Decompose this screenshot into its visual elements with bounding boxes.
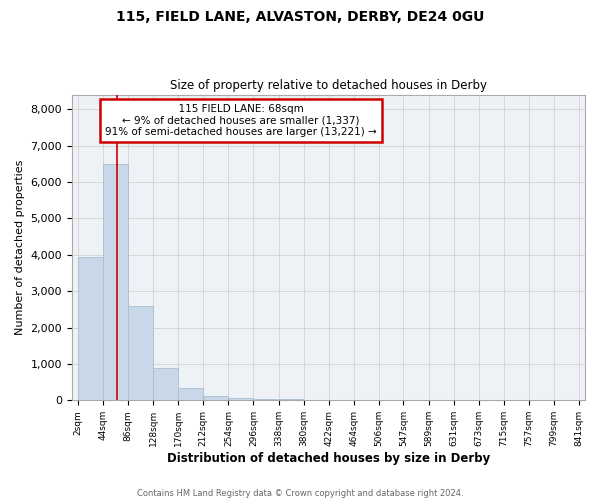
Text: 115 FIELD LANE: 68sqm  
← 9% of detached houses are smaller (1,337)
91% of semi-: 115 FIELD LANE: 68sqm ← 9% of detached h… [106, 104, 377, 137]
Bar [103, 164, 128, 400]
Text: 115, FIELD LANE, ALVASTON, DERBY, DE24 0GU: 115, FIELD LANE, ALVASTON, DERBY, DE24 0… [116, 10, 484, 24]
Bar [78, 256, 103, 400]
Bar [203, 396, 228, 400]
Bar [254, 398, 278, 400]
Title: Size of property relative to detached houses in Derby: Size of property relative to detached ho… [170, 79, 487, 92]
Bar [154, 368, 178, 400]
Text: Contains HM Land Registry data © Crown copyright and database right 2024.: Contains HM Land Registry data © Crown c… [137, 488, 463, 498]
Bar [128, 306, 153, 400]
X-axis label: Distribution of detached houses by size in Derby: Distribution of detached houses by size … [167, 452, 490, 465]
Y-axis label: Number of detached properties: Number of detached properties [15, 160, 25, 335]
Bar [229, 398, 253, 400]
Bar [178, 388, 203, 400]
